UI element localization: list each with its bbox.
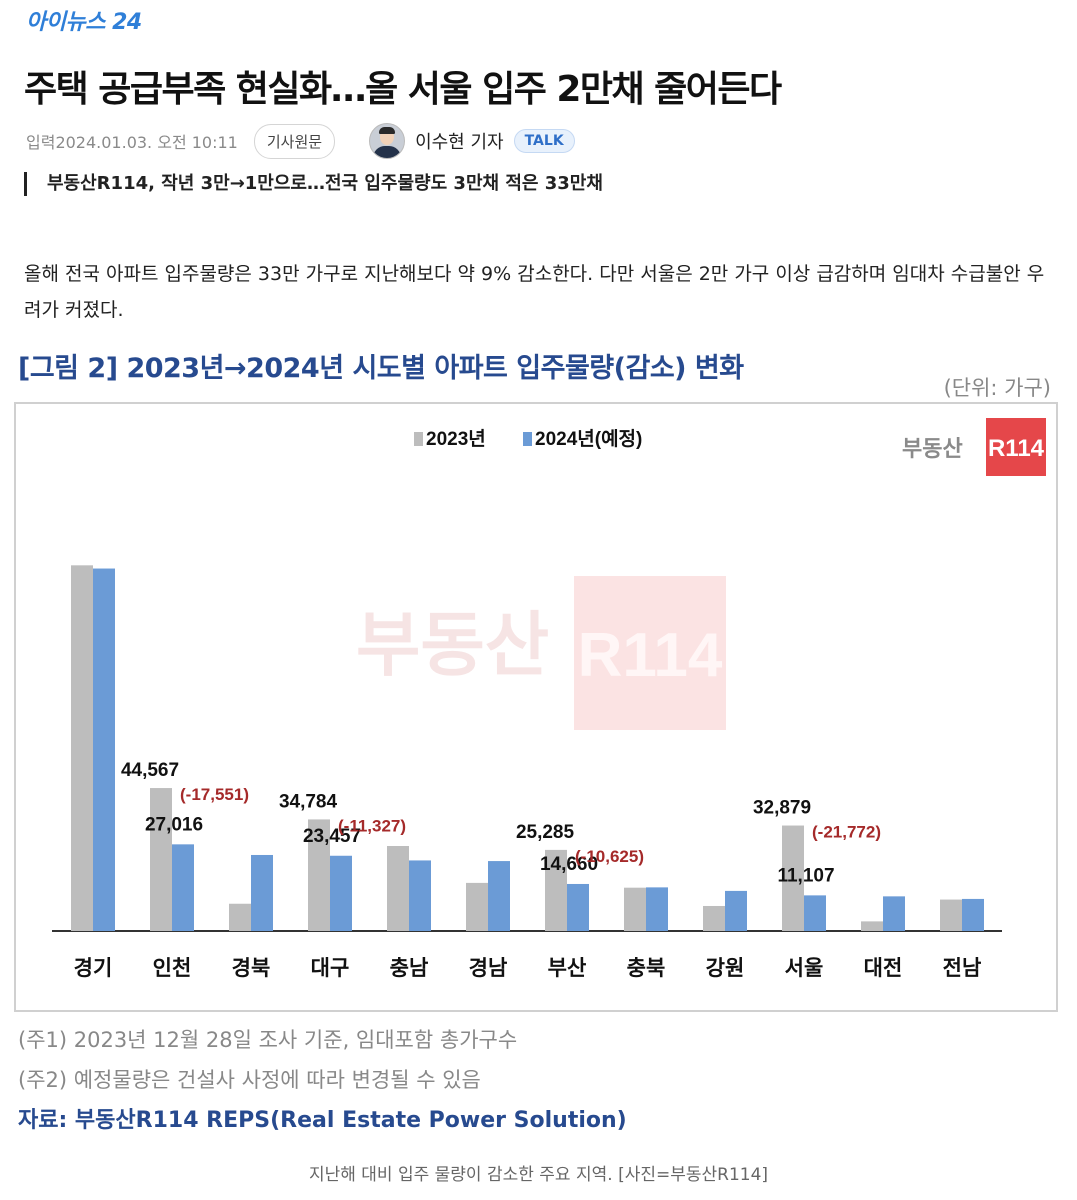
- site-logo[interactable]: 아이뉴스 24: [26, 10, 142, 35]
- bar-2024-부산: [567, 883, 589, 931]
- watermark: 부동산 R114: [356, 576, 726, 730]
- bar-2024-전남: [962, 898, 984, 931]
- brand-text: 부동산: [902, 436, 963, 461]
- chart-legend: 2023년 2024년(예정): [414, 428, 642, 450]
- article-headline: 주택 공급부족 현실화…올 서울 입주 2만채 줄어든다: [24, 69, 782, 110]
- bar-2024-서울: [804, 895, 826, 931]
- brand-badge-box: [986, 418, 1046, 476]
- change-label: (-17,551): [180, 785, 249, 804]
- bar-2023-경남: [466, 882, 488, 931]
- x-tick-label: 경기: [74, 957, 113, 980]
- watermark-text: 부동산: [356, 606, 549, 684]
- data-label-2024: 11,107: [777, 865, 834, 886]
- data-label-2024: 23,457: [303, 826, 361, 847]
- talk-button[interactable]: TALK: [513, 129, 575, 153]
- figure-title: [그림 2] 2023년→2024년 시도별 아파트 입주물량(감소) 변화: [18, 353, 744, 384]
- data-label-2024: 14,660: [540, 854, 598, 875]
- bar-2023-충남: [387, 845, 409, 931]
- article-body: 올해 전국 아파트 입주물량은 33만 가구로 지난해보다 약 9% 감소한다.…: [24, 263, 1045, 321]
- original-article-button[interactable]: 기사원문: [253, 123, 336, 159]
- bar-2024-경남: [488, 861, 510, 931]
- data-label-2023: 34,784: [279, 791, 338, 812]
- watermark-badge-text: R114: [578, 621, 723, 690]
- article-meta: 입력2024.01.03. 오전 10:11 기사원문 이수현 기자 TALK: [26, 123, 575, 159]
- bar-2024-경북: [251, 854, 273, 931]
- reporter-avatar[interactable]: [369, 123, 406, 159]
- data-label-2023: 25,285: [516, 822, 575, 843]
- bar-2023-대전: [861, 921, 883, 931]
- reporter-name[interactable]: 이수현 기자: [415, 132, 504, 153]
- x-tick-label: 충남: [390, 957, 429, 980]
- bar-2023-대구: [308, 819, 330, 931]
- published-date: 입력2024.01.03. 오전 10:11: [26, 133, 238, 152]
- bar-2023-전남: [940, 899, 962, 931]
- photo-caption: 지난해 대비 입주 물량이 감소한 주요 지역. [사진=부동산R114]: [308, 1165, 769, 1185]
- figure-unit: (단위: 가구): [943, 376, 1051, 400]
- bar-2023-부산: [545, 849, 567, 931]
- bar-2023-강원: [703, 905, 725, 931]
- legend-swatch-2023: [414, 432, 423, 446]
- bar-chart: 부동산 R114 2023년 2024년(예정) 부동산 R114 경기 인천 경북…: [52, 418, 1046, 980]
- bar-2024-경기: [93, 568, 115, 931]
- x-tick-label: 인천: [153, 957, 192, 980]
- x-tick-label: 충북: [627, 957, 666, 980]
- bar-2023-충북: [624, 887, 646, 931]
- change-label: (-10,625): [575, 847, 644, 866]
- x-tick-label: 대전: [864, 957, 903, 980]
- bar-2023-경북: [229, 903, 251, 931]
- bar-2024-인천: [172, 844, 194, 931]
- bar-2024-강원: [725, 890, 747, 931]
- figure-source: 자료: 부동산R114 REPS(Real Estate Power Solut…: [18, 1108, 627, 1133]
- bar-2024-대구: [330, 855, 352, 931]
- legend-label-2024: 2024년(예정): [535, 428, 642, 450]
- change-label: (-21,772): [812, 823, 881, 842]
- x-tick-label: 전남: [943, 957, 982, 980]
- bar-2024-충남: [409, 860, 431, 931]
- bar-2023-인천: [150, 788, 172, 931]
- watermark-badge-box: [574, 576, 726, 730]
- x-tick-label: 강원: [706, 957, 745, 980]
- bar-2024-대전: [883, 896, 905, 931]
- data-label-2023: 32,879: [753, 798, 811, 819]
- bar-2024-충북: [646, 887, 668, 931]
- data-label-2023: 44,567: [121, 760, 179, 781]
- brand-logo: 부동산 R114: [902, 418, 1046, 476]
- figure-note-2: (주2) 예정물량은 건설사 사정에 따라 변경될 수 있음: [18, 1068, 481, 1092]
- x-tick-label: 대구: [311, 957, 350, 980]
- data-label-2024: 27,016: [145, 814, 203, 835]
- legend-swatch-2024: [523, 432, 532, 446]
- x-tick-label: 경북: [232, 957, 271, 980]
- x-tick-label: 서울: [785, 957, 824, 980]
- figure-note-1: (주1) 2023년 12월 28일 조사 기준, 임대포함 총가구수: [18, 1028, 518, 1052]
- brand-badge-text: R114: [988, 435, 1045, 462]
- bar-2023-서울: [782, 825, 804, 931]
- bar-2023-경기: [71, 565, 93, 931]
- article-subheadline: 부동산R114, 작년 3만→1만으로…전국 입주물량도 3만채 적은 33만채: [24, 172, 603, 196]
- change-label: (-11,327): [338, 816, 406, 835]
- x-tick-label: 부산: [548, 957, 587, 980]
- legend-label-2023: 2023년: [426, 428, 486, 450]
- x-tick-label: 경남: [469, 957, 508, 980]
- chart-frame: 부동산 R114 2023년 2024년(예정) 부동산 R114 경기 인천 경북…: [14, 402, 1058, 1012]
